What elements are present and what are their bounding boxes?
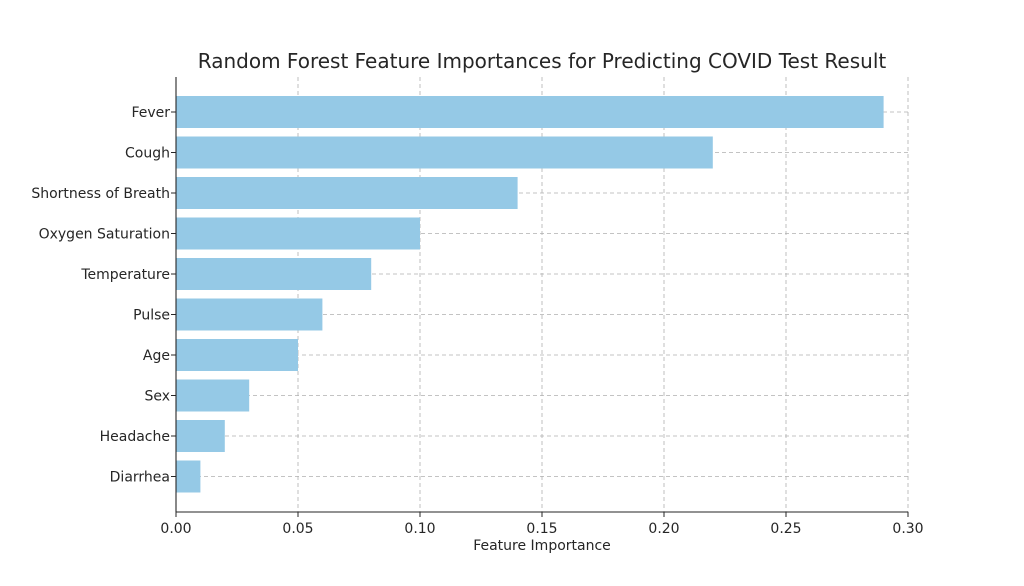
- x-tick-label: 0.25: [770, 521, 801, 537]
- y-tick-labels: Fever Cough Shortness of Breath Oxygen Satu…: [31, 105, 170, 486]
- y-tick-label: Sex: [144, 389, 170, 405]
- y-tick-label: Fever: [131, 105, 170, 121]
- bar: [176, 339, 298, 371]
- y-tick-label: Temperature: [80, 267, 170, 283]
- bar: [176, 177, 518, 209]
- x-tick-label: 0.10: [404, 521, 435, 537]
- axes: [171, 77, 909, 517]
- x-tick-label: 0.05: [282, 521, 313, 537]
- bar: [176, 136, 713, 169]
- x-tick-label: 0.30: [892, 521, 923, 537]
- y-tick-label: Shortness of Breath: [31, 186, 170, 202]
- chart-title: Random Forest Feature Importances for Pr…: [198, 49, 887, 73]
- y-tick-label: Oxygen Saturation: [39, 227, 170, 243]
- x-tick-label: 0.00: [160, 521, 191, 537]
- y-tick-label: Pulse: [133, 308, 170, 324]
- bar: [176, 379, 250, 412]
- x-tick-label: 0.15: [526, 521, 557, 537]
- bar: [176, 420, 225, 452]
- x-tick-label: 0.20: [648, 521, 679, 537]
- bar: [176, 96, 884, 128]
- bar: [176, 460, 201, 493]
- x-axis-label: Feature Importance: [473, 538, 611, 554]
- y-tick-label: Cough: [125, 146, 170, 162]
- bar: [176, 217, 420, 250]
- bar: [176, 298, 323, 331]
- bar: [176, 258, 372, 290]
- y-tick-label: Headache: [100, 429, 170, 445]
- y-tick-label: Diarrhea: [110, 470, 170, 486]
- y-tick-label: Age: [143, 348, 170, 364]
- bars: [176, 96, 884, 493]
- x-tick-labels: 0.00 0.05 0.10 0.15 0.20 0.25 0.30: [160, 521, 923, 537]
